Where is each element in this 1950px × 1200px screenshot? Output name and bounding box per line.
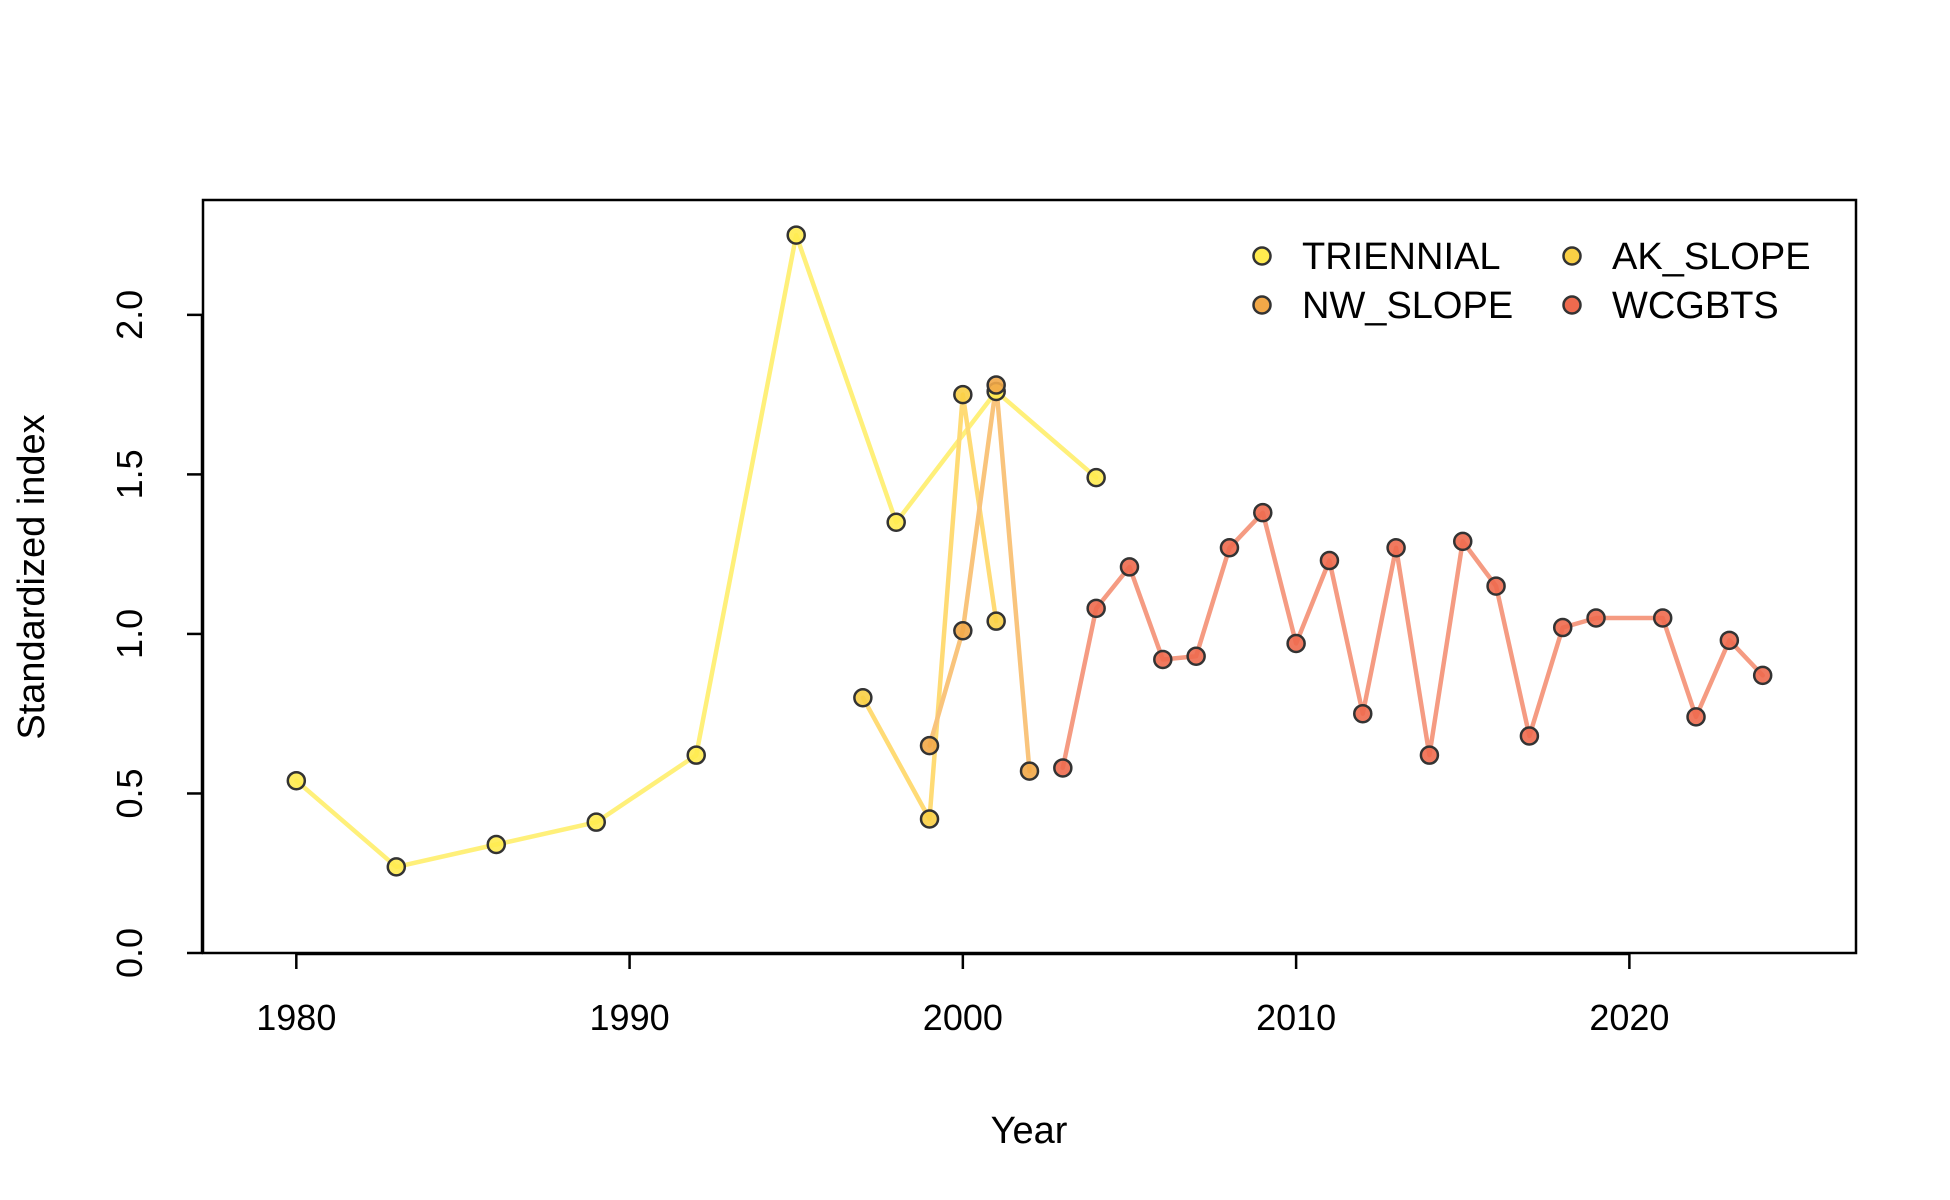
data-point bbox=[1353, 703, 1373, 724]
data-point bbox=[1486, 576, 1506, 596]
data-point bbox=[953, 620, 973, 641]
series-line-nw-slope bbox=[927, 382, 1032, 774]
x-tick-label: 2000 bbox=[923, 997, 1003, 1038]
data-point bbox=[919, 809, 940, 829]
data-point bbox=[1552, 617, 1573, 638]
data-point bbox=[1119, 557, 1140, 577]
data-point bbox=[586, 812, 607, 832]
data-point bbox=[1286, 633, 1306, 654]
data-point bbox=[1686, 707, 1706, 727]
data-point bbox=[1719, 630, 1740, 651]
x-tick-label: 1990 bbox=[590, 997, 670, 1038]
data-point bbox=[486, 834, 507, 855]
y-tick-label: 0.5 bbox=[109, 768, 150, 818]
data-point bbox=[1219, 538, 1240, 558]
legend-marker bbox=[1562, 246, 1582, 266]
data-point bbox=[1519, 726, 1540, 746]
x-axis-title: Year bbox=[991, 1110, 1068, 1152]
data-point bbox=[986, 611, 1006, 631]
data-point bbox=[953, 384, 973, 405]
x-tick-label: 1980 bbox=[256, 997, 336, 1038]
series-nw-slope bbox=[927, 382, 1032, 774]
data-point bbox=[1319, 550, 1340, 571]
x-tick-label: 2020 bbox=[1589, 997, 1669, 1038]
data-point bbox=[686, 745, 706, 765]
series-points-nw-slope bbox=[919, 375, 1040, 781]
y-tick-label: 0.0 bbox=[109, 928, 150, 978]
series-points-wcgbts bbox=[1053, 502, 1773, 778]
data-point bbox=[1452, 531, 1473, 552]
data-point bbox=[1086, 598, 1106, 619]
data-point bbox=[1386, 538, 1406, 558]
data-point bbox=[886, 512, 906, 533]
data-point bbox=[1153, 649, 1173, 670]
y-tick-label: 1.5 bbox=[109, 449, 150, 499]
x-tick-label: 2010 bbox=[1256, 997, 1336, 1038]
plot-frame bbox=[201, 198, 1858, 955]
data-point bbox=[1186, 646, 1206, 667]
series-layer bbox=[286, 225, 1773, 877]
data-point bbox=[1019, 761, 1040, 781]
data-point bbox=[286, 770, 307, 791]
legend-label: AK_SLOPE bbox=[1612, 236, 1811, 278]
legend-marker bbox=[1252, 246, 1272, 266]
series-points-ak-slope bbox=[853, 384, 1006, 829]
data-point bbox=[1752, 665, 1773, 686]
data-point bbox=[1586, 608, 1606, 628]
legend: TRIENNIAL AK_SLOPE NW_SLOPE WCGBTS bbox=[1252, 236, 1811, 327]
legend-marker bbox=[1252, 295, 1272, 315]
legend-label: NW_SLOPE bbox=[1302, 285, 1513, 327]
data-point bbox=[1053, 758, 1073, 778]
legend-label: TRIENNIAL bbox=[1302, 236, 1500, 278]
y-axis-title: Standardized index bbox=[11, 414, 53, 739]
data-point bbox=[1086, 467, 1106, 488]
legend-marker bbox=[1562, 295, 1582, 315]
data-point bbox=[1652, 608, 1673, 628]
data-point bbox=[1419, 745, 1440, 765]
data-point bbox=[853, 687, 873, 708]
data-point bbox=[386, 857, 407, 877]
legend-label: WCGBTS bbox=[1612, 285, 1779, 327]
data-point bbox=[986, 375, 1006, 395]
data-point bbox=[1253, 502, 1273, 523]
y-tick-label: 2.0 bbox=[109, 290, 150, 340]
data-point bbox=[786, 225, 806, 245]
data-point bbox=[919, 735, 940, 756]
y-tick-label: 1.0 bbox=[109, 609, 150, 659]
